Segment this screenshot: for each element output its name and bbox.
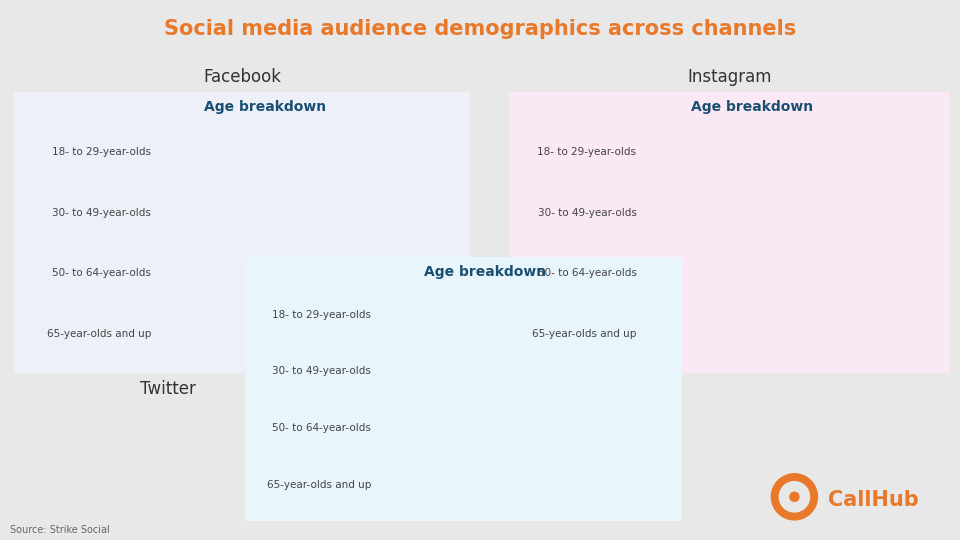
FancyBboxPatch shape (156, 136, 428, 167)
Text: 18%: 18% (389, 421, 417, 435)
FancyBboxPatch shape (641, 197, 946, 228)
FancyBboxPatch shape (156, 318, 466, 350)
FancyBboxPatch shape (156, 258, 466, 289)
FancyBboxPatch shape (641, 258, 681, 289)
Text: 18- to 29-year-olds: 18- to 29-year-olds (272, 309, 371, 320)
Text: 51%: 51% (221, 267, 249, 280)
FancyBboxPatch shape (156, 136, 466, 167)
Text: Age breakdown: Age breakdown (690, 100, 813, 114)
Text: 65-year-olds and up: 65-year-olds and up (267, 480, 371, 490)
FancyBboxPatch shape (376, 356, 677, 386)
FancyBboxPatch shape (376, 470, 394, 500)
Text: 59%: 59% (717, 145, 745, 158)
FancyBboxPatch shape (641, 318, 657, 350)
Text: 13%: 13% (690, 267, 718, 280)
Text: 5%: 5% (665, 328, 685, 341)
FancyBboxPatch shape (641, 136, 946, 167)
FancyBboxPatch shape (156, 258, 314, 289)
FancyBboxPatch shape (376, 413, 677, 443)
FancyBboxPatch shape (641, 318, 946, 350)
FancyBboxPatch shape (156, 318, 267, 350)
Text: Age breakdown: Age breakdown (424, 265, 546, 279)
Text: Instagram: Instagram (687, 69, 772, 86)
Text: 50- to 64-year-olds: 50- to 64-year-olds (273, 423, 371, 433)
FancyBboxPatch shape (376, 300, 484, 329)
Circle shape (771, 473, 818, 521)
FancyBboxPatch shape (641, 197, 735, 228)
FancyBboxPatch shape (641, 258, 946, 289)
FancyBboxPatch shape (641, 136, 821, 167)
FancyBboxPatch shape (376, 300, 677, 329)
FancyBboxPatch shape (376, 413, 430, 443)
Text: 31%: 31% (675, 206, 703, 219)
Text: 30- to 49-year-olds: 30- to 49-year-olds (52, 207, 151, 218)
Text: CallHub: CallHub (828, 489, 919, 510)
Text: 22%: 22% (395, 364, 423, 378)
Circle shape (789, 491, 800, 502)
Text: 65-year-olds and up: 65-year-olds and up (47, 329, 151, 339)
Text: 18- to 29-year-olds: 18- to 29-year-olds (538, 147, 636, 157)
Text: 6%: 6% (403, 478, 423, 491)
Text: 88%: 88% (278, 145, 306, 158)
Text: 50- to 64-year-olds: 50- to 64-year-olds (538, 268, 636, 279)
FancyBboxPatch shape (376, 470, 677, 500)
Text: 30- to 49-year-olds: 30- to 49-year-olds (538, 207, 636, 218)
Text: Source: Strike Social: Source: Strike Social (10, 524, 109, 535)
Text: Social media audience demographics across channels: Social media audience demographics acros… (164, 19, 796, 39)
FancyBboxPatch shape (376, 356, 442, 386)
FancyBboxPatch shape (156, 197, 400, 228)
Text: Twitter: Twitter (140, 380, 196, 398)
Text: Facebook: Facebook (204, 69, 281, 86)
Text: 65-year-olds and up: 65-year-olds and up (532, 329, 636, 339)
FancyBboxPatch shape (156, 197, 466, 228)
Text: 30- to 49-year-olds: 30- to 49-year-olds (273, 366, 371, 376)
Text: 36%: 36% (198, 328, 226, 341)
Text: 50- to 64-year-olds: 50- to 64-year-olds (52, 268, 151, 279)
Circle shape (779, 481, 810, 512)
Text: 36%: 36% (416, 308, 444, 321)
Text: 79%: 79% (264, 206, 292, 219)
Text: Age breakdown: Age breakdown (204, 100, 326, 114)
Text: 18- to 29-year-olds: 18- to 29-year-olds (52, 147, 151, 157)
